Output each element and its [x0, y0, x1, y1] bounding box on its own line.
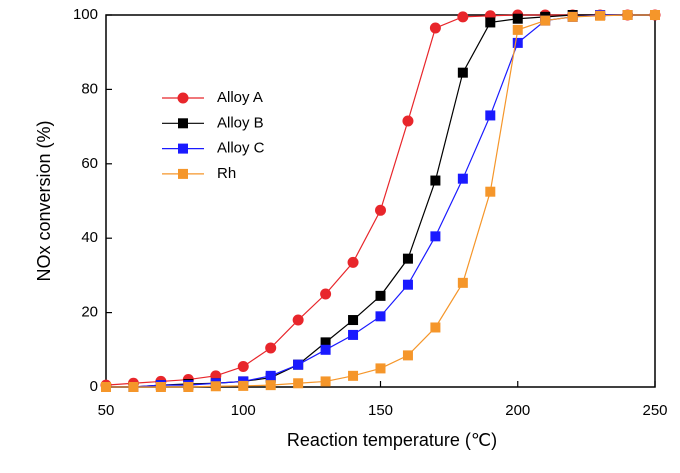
- marker: [375, 363, 386, 374]
- marker: [485, 186, 496, 197]
- marker: [320, 288, 332, 300]
- marker: [237, 361, 249, 373]
- legend-marker: [178, 168, 188, 179]
- y-tick-label: 80: [81, 80, 98, 97]
- marker: [375, 290, 386, 301]
- marker: [485, 110, 496, 121]
- y-tick-label: 0: [90, 378, 98, 395]
- marker: [512, 13, 523, 24]
- marker: [210, 381, 221, 392]
- marker: [595, 10, 606, 21]
- legend-label: Alloy C: [217, 140, 265, 157]
- marker: [292, 314, 304, 326]
- x-tick-label: 250: [642, 402, 667, 419]
- y-tick-label: 60: [81, 155, 98, 172]
- marker: [375, 311, 386, 322]
- marker: [430, 231, 441, 242]
- marker: [348, 370, 359, 381]
- legend-marker: [177, 92, 189, 104]
- marker: [265, 342, 277, 354]
- x-axis-label: Reaction temperature (℃): [287, 430, 497, 450]
- marker: [347, 256, 359, 268]
- marker: [457, 173, 468, 184]
- marker: [650, 10, 660, 20]
- marker: [622, 10, 633, 20]
- marker: [567, 11, 578, 22]
- marker: [402, 253, 413, 264]
- marker: [320, 337, 331, 348]
- marker: [402, 115, 414, 127]
- legend-label: Rh: [217, 165, 236, 182]
- marker: [155, 382, 166, 392]
- marker: [293, 359, 304, 370]
- marker: [512, 37, 523, 48]
- y-tick-label: 40: [81, 229, 98, 246]
- marker: [265, 380, 276, 391]
- marker: [512, 24, 523, 35]
- marker: [430, 322, 441, 333]
- marker: [429, 22, 441, 34]
- marker: [320, 376, 331, 387]
- marker: [320, 344, 331, 355]
- marker: [265, 370, 276, 381]
- marker: [457, 67, 468, 78]
- marker: [485, 17, 496, 28]
- marker: [457, 277, 468, 288]
- x-tick-label: 100: [231, 402, 256, 419]
- x-tick-label: 50: [98, 402, 115, 419]
- y-tick-label: 20: [81, 304, 98, 321]
- marker: [183, 382, 194, 392]
- legend: Alloy A Alloy B Alloy C Rh: [162, 89, 265, 182]
- x-tick-label: 150: [368, 402, 393, 419]
- marker: [101, 382, 111, 392]
- marker: [402, 350, 413, 361]
- marker: [238, 380, 249, 391]
- y-axis-label: NOx conversion (%): [34, 120, 54, 281]
- marker: [293, 378, 304, 389]
- legend-marker: [178, 118, 188, 129]
- marker: [540, 15, 551, 26]
- marker: [375, 204, 386, 216]
- marker: [457, 11, 469, 23]
- x-tick-label: 200: [505, 402, 530, 419]
- marker: [348, 329, 359, 340]
- marker: [402, 279, 413, 290]
- legend-label: Alloy A: [217, 89, 263, 106]
- legend-marker: [178, 143, 188, 154]
- marker: [128, 382, 139, 392]
- legend-label: Alloy B: [217, 114, 264, 131]
- marker: [348, 315, 359, 326]
- marker: [430, 175, 441, 186]
- y-tick-label: 100: [73, 6, 98, 23]
